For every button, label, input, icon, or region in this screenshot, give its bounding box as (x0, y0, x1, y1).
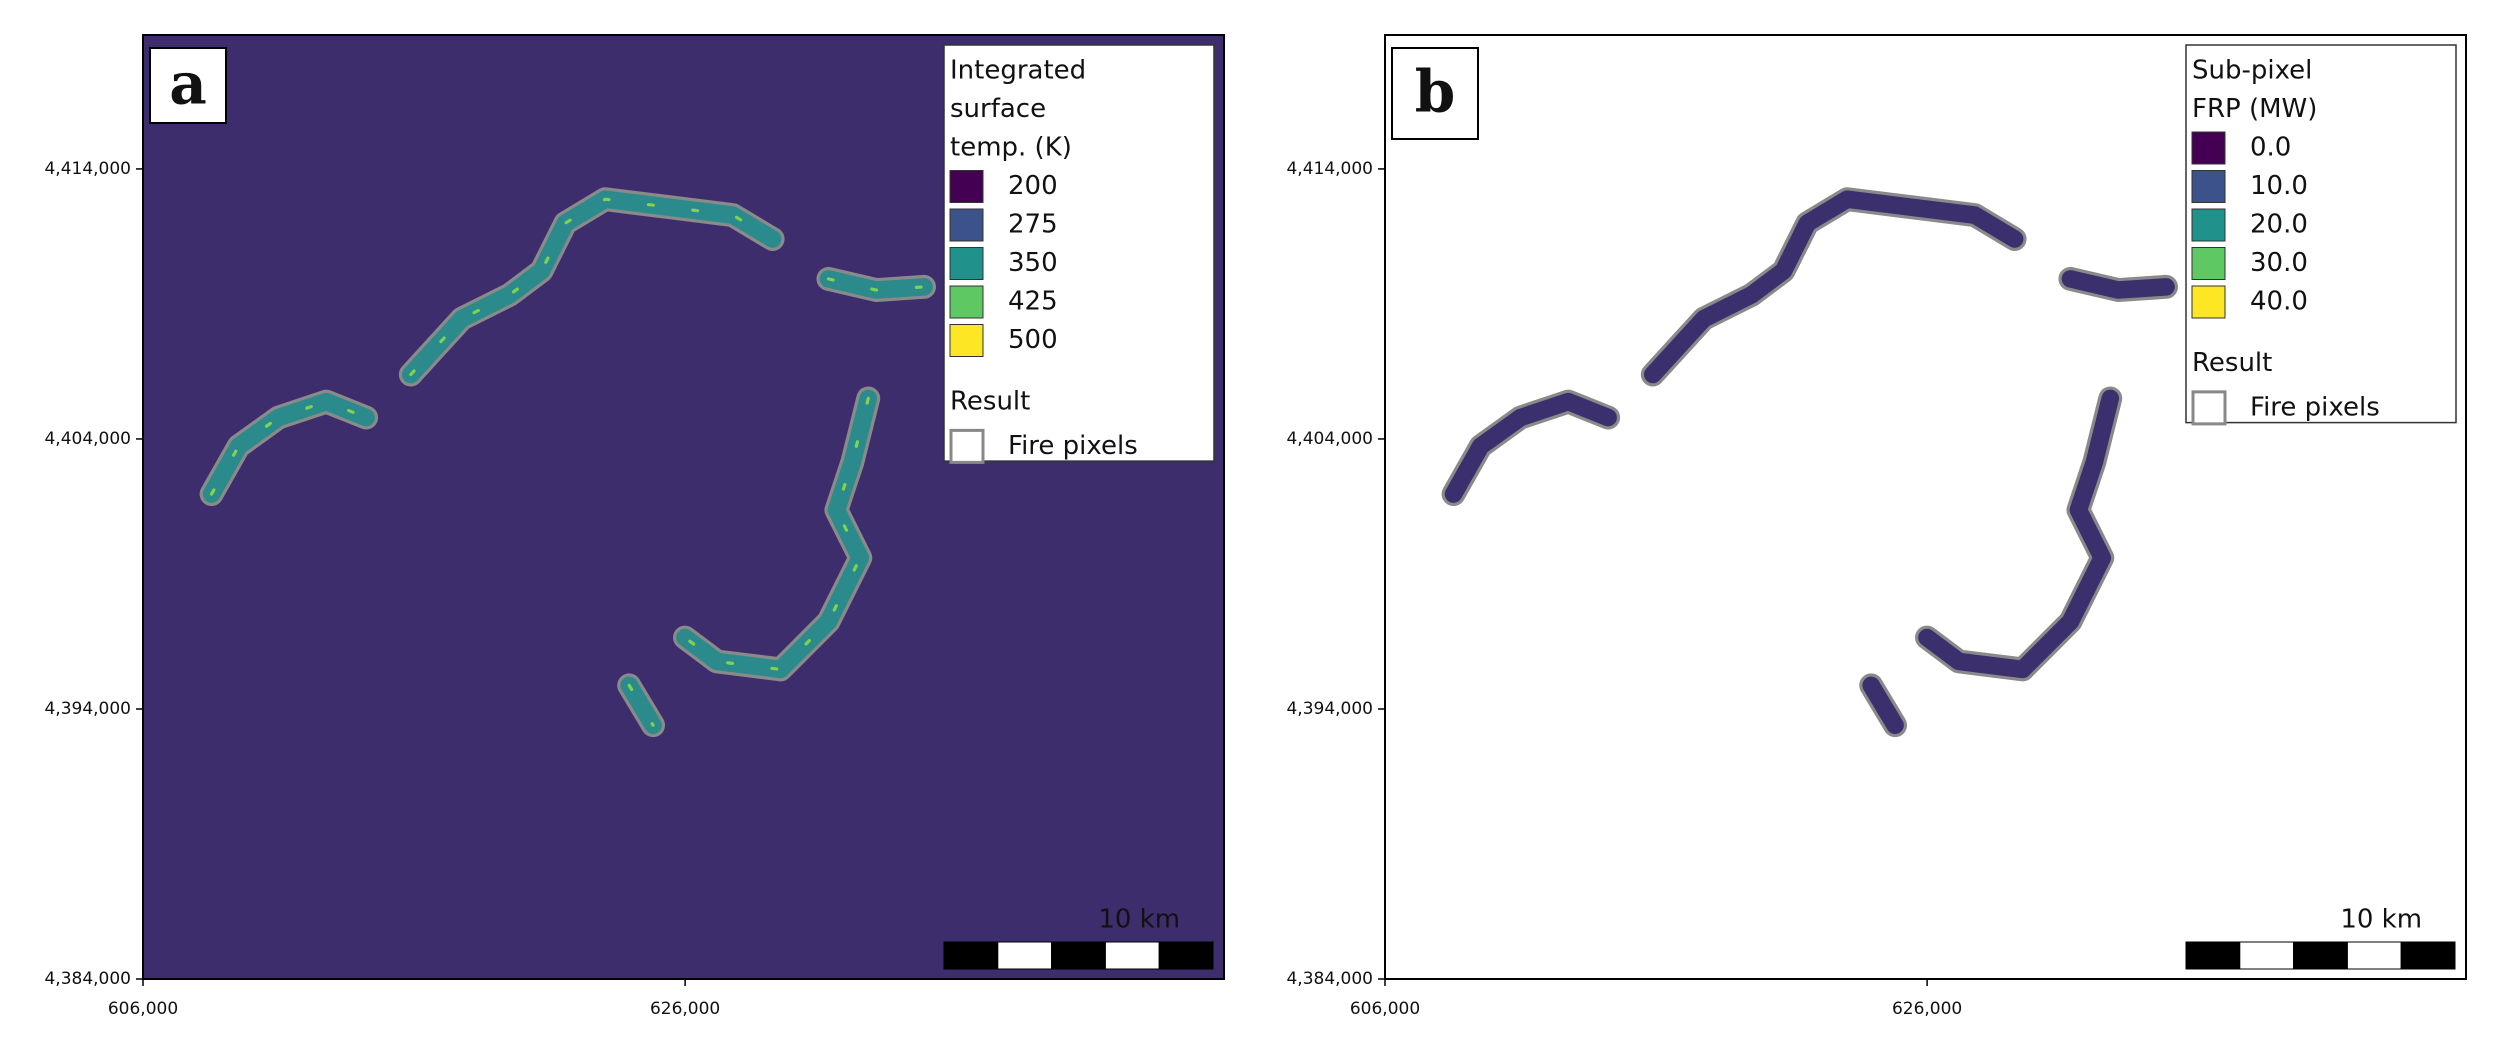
y-tick-label: 4,384,000 (44, 969, 131, 989)
legend-fire-swatch (2191, 390, 2227, 426)
y-tick-label: 4,414,000 (1286, 159, 1373, 179)
legend-swatch (2191, 247, 2226, 280)
legend-swatch (2191, 208, 2226, 242)
scale-bar-segment (2239, 941, 2295, 970)
scale-bar-segment (1158, 941, 1214, 970)
scale-bar-segment (2185, 941, 2241, 970)
y-tick-label: 4,394,000 (1286, 699, 1373, 719)
scale-bar-segment (1104, 941, 1160, 970)
legend-title: Integrated (950, 56, 1086, 86)
legend-label: 0.0 (2250, 133, 2291, 163)
legend-label: 40.0 (2250, 287, 2308, 317)
y-tick-label: 4,404,000 (44, 429, 131, 449)
legend-swatch (949, 324, 984, 357)
legend-swatch (949, 170, 984, 203)
legend-result-item: Fire pixels (1008, 431, 1138, 461)
legend-result-item: Fire pixels (2250, 392, 2380, 422)
legend-title: surface (950, 94, 1046, 124)
legend-result-title: Result (2192, 348, 2272, 378)
legend-label: 20.0 (2250, 210, 2308, 240)
scale-bar-label: 10 km (1098, 905, 1180, 935)
legend-box (943, 44, 1215, 462)
scale-bar-label: 10 km (2340, 905, 2422, 935)
scale-bar-segment (997, 941, 1053, 970)
legend-label: 350 (1008, 248, 1058, 278)
scale-bar-segment (943, 941, 999, 970)
panel-label-box (1391, 47, 1479, 140)
x-tick-label: 626,000 (650, 999, 720, 1019)
legend-label: 10.0 (2250, 171, 2308, 201)
panel-label-box (149, 47, 227, 124)
scale-bar-segment (2400, 941, 2456, 970)
y-tick-label: 4,414,000 (44, 159, 131, 179)
y-tick-label: 4,384,000 (1286, 969, 1373, 989)
legend-label: 200 (1008, 171, 1058, 201)
scale-bar-segment (2293, 941, 2348, 970)
legend-box (2185, 44, 2457, 424)
x-tick-label: 606,000 (108, 999, 178, 1019)
panel-label: a (169, 50, 207, 118)
y-tick-label: 4,404,000 (1286, 429, 1373, 449)
panel-label: b (1415, 58, 1456, 126)
scale-bar-segment (1051, 941, 1106, 970)
legend-label: 275 (1008, 210, 1058, 240)
legend-swatch (2191, 131, 2226, 165)
legend-title: temp. (K) (950, 133, 1072, 163)
legend-swatch (949, 285, 984, 319)
x-tick-label: 626,000 (1892, 999, 1962, 1019)
legend-swatch (2191, 285, 2226, 319)
legend-label: 30.0 (2250, 248, 2308, 278)
legend-label: 425 (1008, 287, 1058, 317)
legend-title: FRP (MW) (2192, 94, 2317, 124)
legend-title: Sub-pixel (2192, 56, 2312, 86)
legend-swatch (949, 208, 984, 242)
legend-fire-swatch (949, 428, 985, 464)
legend-result-title: Result (950, 387, 1030, 417)
legend-swatch (949, 247, 984, 280)
legend-label: 500 (1008, 325, 1058, 355)
legend-swatch (2191, 170, 2226, 203)
x-tick-label: 606,000 (1350, 999, 1420, 1019)
scale-bar-segment (2346, 941, 2402, 970)
y-tick-label: 4,394,000 (44, 699, 131, 719)
